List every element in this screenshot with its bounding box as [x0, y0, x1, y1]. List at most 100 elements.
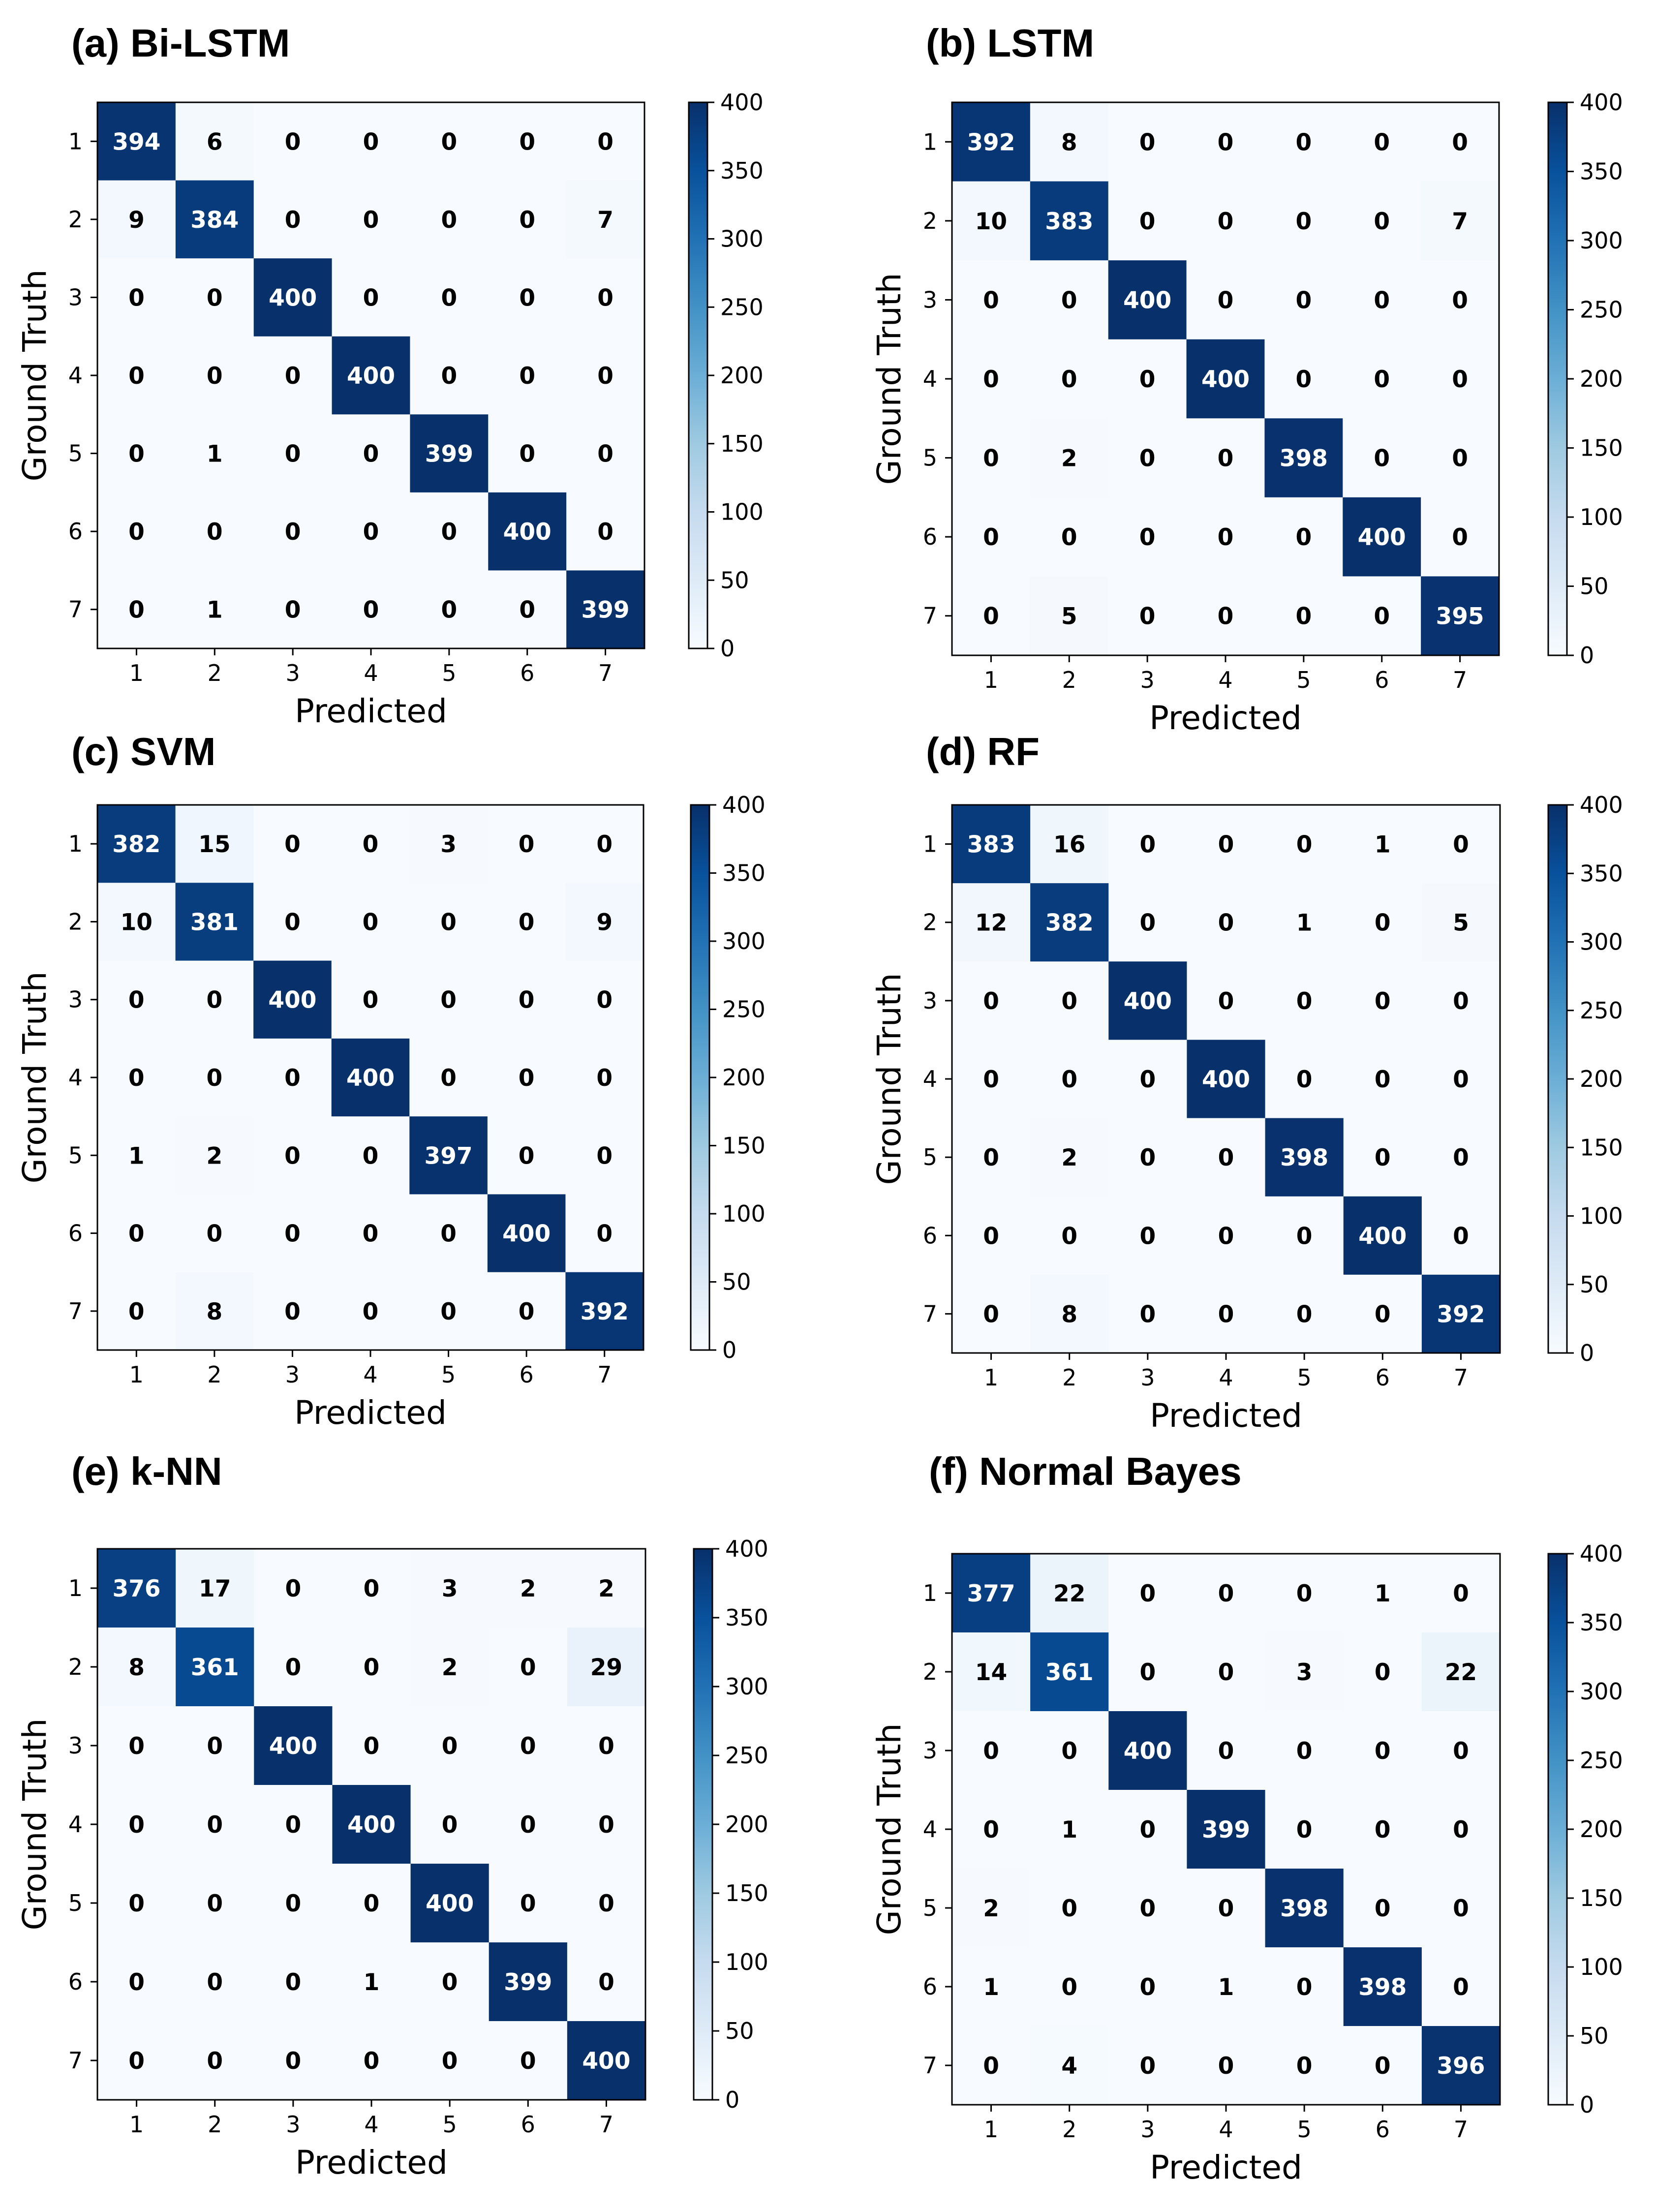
cell-value-label: 0 [1218, 208, 1234, 235]
heatmap-cell [1343, 1869, 1422, 1948]
cell-value-label: 0 [1061, 366, 1077, 393]
heatmap-cell [1264, 260, 1343, 340]
cell-value-label: 0 [1218, 287, 1234, 314]
heatmap-cell [565, 1038, 644, 1117]
cell-value-label: 0 [1452, 287, 1468, 314]
heatmap-cell [175, 336, 254, 415]
heatmap-cell [952, 576, 1031, 656]
heatmap-cell [253, 883, 332, 961]
cell-value-label: 0 [1296, 1974, 1313, 2001]
y-tick-label: 6 [923, 1973, 937, 2000]
cell-value-label: 0 [1375, 1144, 1391, 1171]
heatmap-cell [1030, 1869, 1109, 1948]
colorbar-tick-label: 50 [1580, 573, 1609, 600]
x-tick-label: 4 [1219, 2116, 1233, 2143]
x-tick-label: 3 [1140, 667, 1155, 693]
cell-value-label: 8 [128, 1654, 145, 1681]
cell-value-label: 0 [1140, 831, 1156, 859]
heatmap-cell [176, 1785, 254, 1864]
cell-value-label: 7 [597, 207, 613, 234]
cell-value-label: 0 [1296, 1223, 1313, 1250]
heatmap-cell [332, 102, 411, 181]
cell-value-label: 0 [285, 519, 301, 546]
x-tick-label: 6 [1376, 2116, 1390, 2143]
heatmap-cell [952, 883, 1031, 962]
heatmap-cell [1421, 883, 1501, 962]
cell-value-label: 0 [1139, 129, 1156, 156]
heatmap-cell [488, 102, 567, 181]
cell-value-label: 0 [1140, 1301, 1156, 1328]
heatmap-cell [97, 414, 176, 493]
heatmap-cell [1343, 1196, 1422, 1275]
heatmap-cell [253, 180, 333, 259]
cell-value-label: 0 [1218, 1738, 1234, 1765]
y-axis-label: Ground Truth [16, 269, 54, 481]
heatmap-cell [332, 1549, 411, 1628]
cell-value-label: 0 [441, 597, 458, 624]
colorbar-tick-label: 350 [720, 157, 764, 184]
heatmap-cell [1030, 883, 1109, 962]
cell-value-label: 0 [207, 987, 223, 1014]
x-tick-label: 2 [1062, 667, 1076, 693]
cell-value-label: 0 [1218, 910, 1234, 937]
y-tick-label: 1 [923, 1580, 937, 1606]
heatmap-cell [565, 883, 644, 961]
heatmap-cell [1421, 497, 1500, 577]
cell-value-label: 1 [1218, 1974, 1234, 2001]
cell-value-label: 0 [1374, 366, 1390, 393]
y-tick-label: 4 [923, 1066, 937, 1092]
cell-value-label: 384 [190, 207, 239, 234]
heatmap-cell [1421, 1869, 1501, 1948]
x-tick-label: 1 [984, 667, 998, 693]
heatmap-cell [409, 1038, 488, 1117]
cell-value-label: 3 [1296, 1659, 1313, 1686]
cell-value-label: 0 [983, 988, 999, 1015]
heatmap-cell [1265, 883, 1344, 962]
cell-value-label: 0 [1061, 1895, 1077, 1922]
heatmap-cell [410, 180, 489, 259]
heatmap-cell [97, 2021, 176, 2100]
heatmap-cell [409, 1194, 488, 1273]
cell-value-label: 7 [1452, 208, 1468, 235]
colorbar [691, 805, 709, 1350]
cell-value-label: 397 [425, 1142, 473, 1169]
colorbar-tick-label: 0 [722, 1337, 736, 1363]
heatmap-cell [1265, 1947, 1344, 2027]
cell-value-label: 0 [1452, 366, 1468, 393]
heatmap-cell [1030, 961, 1109, 1041]
y-tick-label: 2 [923, 1659, 937, 1685]
colorbar-tick-label: 400 [1580, 1540, 1623, 1567]
cell-value-label: 400 [1123, 287, 1171, 314]
y-tick-label: 2 [68, 1654, 83, 1680]
heatmap-cell [1187, 2026, 1266, 2105]
x-tick-label: 7 [598, 660, 613, 686]
heatmap-cell [253, 1116, 332, 1195]
cell-value-label: 0 [1374, 287, 1390, 314]
heatmap-cell [1343, 339, 1421, 419]
cell-value-label: 0 [442, 2048, 458, 2075]
x-tick-label: 5 [1297, 2116, 1312, 2143]
cell-value-label: 382 [112, 831, 160, 858]
heatmap-cell [1343, 1711, 1422, 1790]
heatmap-cell [176, 1628, 254, 1707]
heatmap-cell [1030, 2026, 1109, 2105]
heatmap-cell [489, 2021, 568, 2100]
cell-value-label: 400 [269, 1733, 317, 1760]
cell-value-label: 400 [1202, 1066, 1250, 1093]
colorbar [689, 102, 707, 648]
heatmap-cell [253, 336, 333, 415]
cell-value-label: 400 [582, 2048, 630, 2075]
colorbar-tick-label: 50 [1580, 1271, 1609, 1298]
cell-value-label: 0 [597, 284, 613, 311]
cell-value-label: 0 [519, 597, 535, 624]
cell-value-label: 0 [1296, 1301, 1313, 1328]
y-tick-label: 7 [68, 596, 83, 623]
cell-value-label: 361 [191, 1654, 239, 1681]
y-tick-label: 7 [923, 2052, 937, 2079]
colorbar [1548, 102, 1567, 655]
panel-title: (d) RF [926, 730, 1040, 773]
cell-value-label: 0 [1296, 2053, 1313, 2080]
cell-value-label: 400 [347, 1812, 396, 1839]
